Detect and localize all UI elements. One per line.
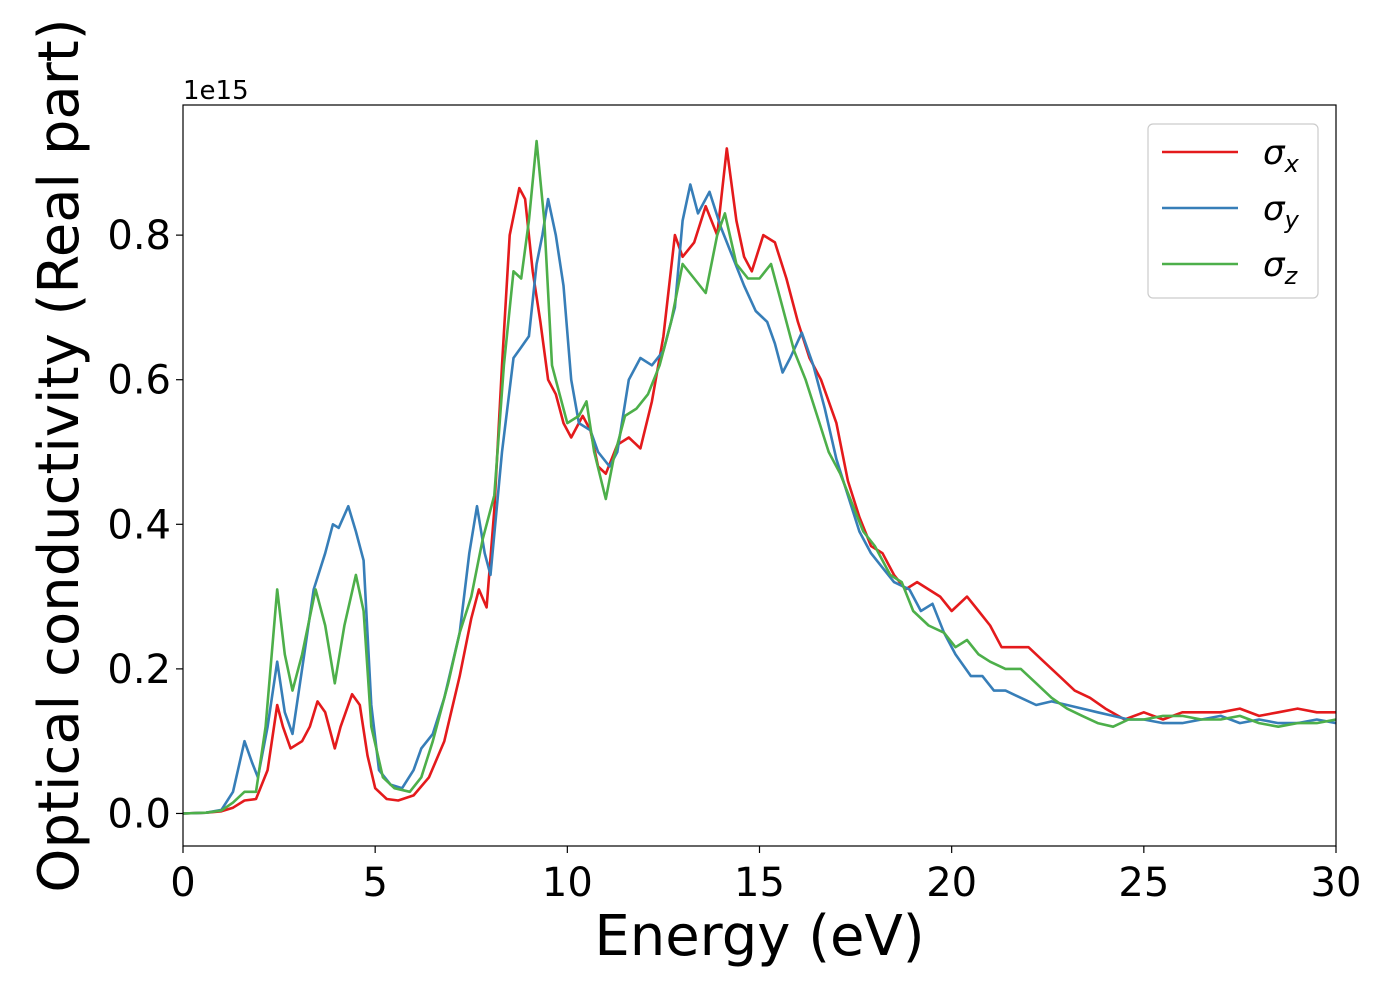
y-tick-label: 0.6 [107, 358, 171, 404]
x-tick-label: 0 [170, 860, 195, 906]
legend-label-z: σz [1263, 245, 1299, 290]
legend-symbol: σ [1263, 245, 1286, 285]
y-tick-label: 0.8 [107, 213, 171, 259]
legend-box [1147, 123, 1319, 299]
legend-symbol: σ [1263, 189, 1286, 229]
x-tick-label: 10 [542, 860, 593, 906]
legend-label-x: σx [1263, 133, 1300, 178]
y-axis-label: Optical conductivity (Real part) [27, 18, 92, 892]
series-line-z [183, 139, 1336, 815]
legend-subscript: y [1284, 206, 1300, 234]
legend-subscript: z [1284, 262, 1299, 290]
y-tick-label: 0.0 [107, 791, 171, 837]
x-axis-label: Energy (eV) [594, 904, 924, 969]
series-layer [183, 139, 1336, 815]
ticks-layer: 0 5 10 15 20 25 30 0.0 0.2 0.4 0.6 0.8 [107, 213, 1361, 906]
x-tick-label: 25 [1118, 860, 1169, 906]
x-tick-label: 20 [926, 860, 977, 906]
y-tick-label: 0.2 [107, 647, 171, 693]
legend-symbol: σ [1263, 133, 1286, 173]
y-offset-label: 1e15 [183, 76, 249, 106]
x-tick-label: 15 [734, 860, 785, 906]
legend-subscript: x [1284, 150, 1300, 178]
x-tick-label: 30 [1311, 860, 1362, 906]
y-tick-label: 0.4 [107, 502, 171, 548]
plot-frame [182, 104, 1337, 847]
legend-label-y: σy [1263, 189, 1300, 234]
series-line-x [183, 147, 1336, 815]
x-tick-label: 5 [362, 860, 387, 906]
